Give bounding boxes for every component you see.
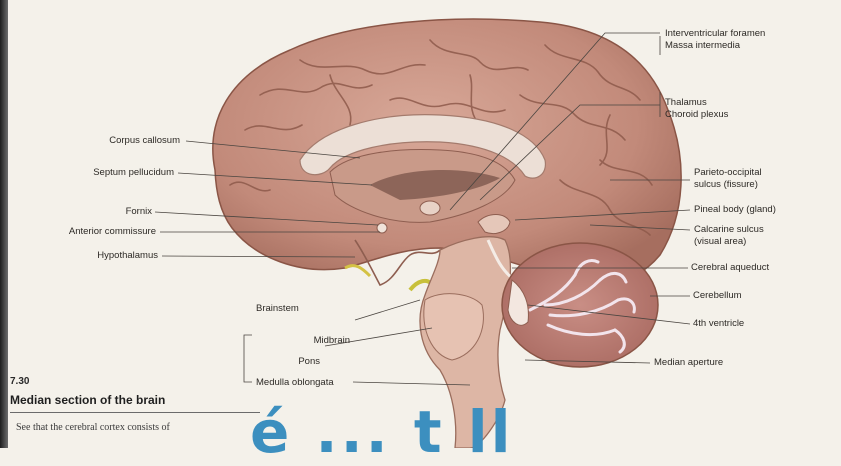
massa-intermedia-shape <box>419 200 441 216</box>
label-massa-intermedia: Massa intermedia <box>665 40 740 51</box>
caption-divider <box>10 412 260 413</box>
leader-lines <box>154 32 691 386</box>
figure-number: 7.30 <box>10 376 30 387</box>
arbor-vitae <box>528 259 636 354</box>
label-cerebral-aqueduct: Cerebral aqueduct <box>691 262 770 273</box>
aqueduct-path <box>486 239 513 280</box>
textbook-page: Corpus callosum Septum pellucidum Fornix… <box>0 0 776 462</box>
pineal-shape <box>477 214 511 235</box>
label-parieto-occipital-2: sulcus (fissure) <box>694 179 758 190</box>
figure-title: Median section of the brain <box>10 393 166 407</box>
ventricle <box>370 169 500 200</box>
label-medulla-oblongata: Medulla oblongata <box>256 377 334 388</box>
label-thalamus: Thalamus <box>665 97 707 108</box>
label-corpus-callosum: Corpus callosum <box>109 135 180 146</box>
corpus-callosum-shape <box>299 114 547 179</box>
label-midbrain: Midbrain <box>313 335 350 346</box>
label-pineal-body: Pineal body (gland) <box>694 204 776 215</box>
fornix-shape <box>376 222 388 234</box>
pons-bulge <box>423 293 484 361</box>
label-septum-pellucidum: Septum pellucidum <box>93 167 174 178</box>
label-fourth-ventricle: 4th ventricle <box>693 318 745 329</box>
label-interventricular-foramen: Interventricular foramen <box>665 28 766 39</box>
label-median-aperture: Median aperture <box>654 357 724 368</box>
label-brainstem: Brainstem <box>256 303 299 314</box>
label-choroid-plexus: Choroid plexus <box>665 109 729 120</box>
label-parieto-occipital-1: Parieto-occipital <box>694 167 762 178</box>
cortex-sulci <box>229 39 653 236</box>
label-fornix: Fornix <box>125 206 152 217</box>
label-cerebellum: Cerebellum <box>693 290 742 301</box>
brain-diagram <box>154 18 691 448</box>
hypothalamus-shape <box>354 239 441 286</box>
label-calcarine-1: Calcarine sulcus <box>694 224 764 235</box>
body-text-fragment: See that the cerebral cortex consists of <box>16 422 170 433</box>
label-calcarine-2: (visual area) <box>694 236 747 247</box>
fourth-ventricle-shape <box>507 279 529 326</box>
optic-yellow <box>344 264 372 278</box>
book-spine-shadow <box>0 0 8 448</box>
label-hypothalamus: Hypothalamus <box>97 250 158 261</box>
label-anterior-commissure: Anterior commissure <box>68 226 156 237</box>
overlay-text: é ... t ll <box>250 398 514 466</box>
label-pons: Pons <box>298 356 320 367</box>
